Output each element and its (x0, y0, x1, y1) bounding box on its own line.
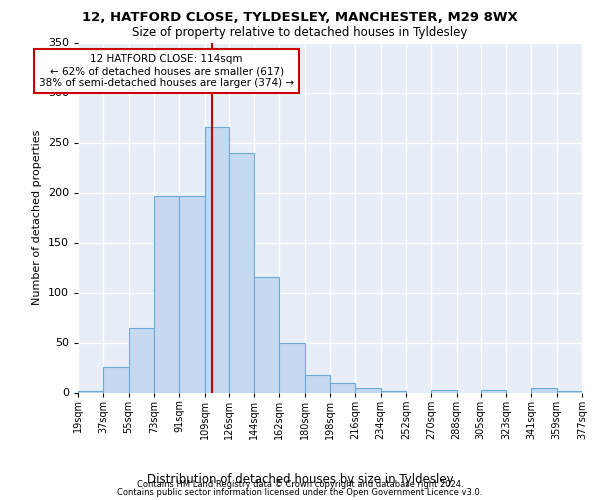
Bar (103, 366, 128, 392)
Bar (380, 390, 406, 392)
Bar (128, 328, 154, 392)
Bar (78, 390, 103, 392)
Bar (330, 382, 355, 392)
Text: 12, HATFORD CLOSE, TYLDESLEY, MANCHESTER, M29 8WX: 12, HATFORD CLOSE, TYLDESLEY, MANCHESTER… (82, 11, 518, 24)
Bar (254, 276, 280, 392)
Text: 12 HATFORD CLOSE: 114sqm
← 62% of detached houses are smaller (617)
38% of semi-: 12 HATFORD CLOSE: 114sqm ← 62% of detach… (39, 54, 294, 88)
Text: Contains public sector information licensed under the Open Government Licence v3: Contains public sector information licen… (118, 488, 482, 497)
Bar (280, 342, 305, 392)
Bar (481, 390, 506, 392)
Text: Contains HM Land Registry data © Crown copyright and database right 2024.: Contains HM Land Registry data © Crown c… (137, 480, 463, 489)
Bar (154, 196, 179, 392)
Text: Size of property relative to detached houses in Tyldesley: Size of property relative to detached ho… (133, 26, 467, 39)
Bar (205, 126, 229, 392)
Y-axis label: Number of detached properties: Number of detached properties (32, 130, 42, 305)
Text: Distribution of detached houses by size in Tyldesley: Distribution of detached houses by size … (146, 472, 454, 486)
Bar (532, 388, 557, 392)
Bar (305, 374, 330, 392)
Bar (179, 196, 205, 392)
Bar (557, 390, 582, 392)
Bar (355, 388, 380, 392)
Bar (431, 390, 457, 392)
Bar (229, 152, 254, 392)
